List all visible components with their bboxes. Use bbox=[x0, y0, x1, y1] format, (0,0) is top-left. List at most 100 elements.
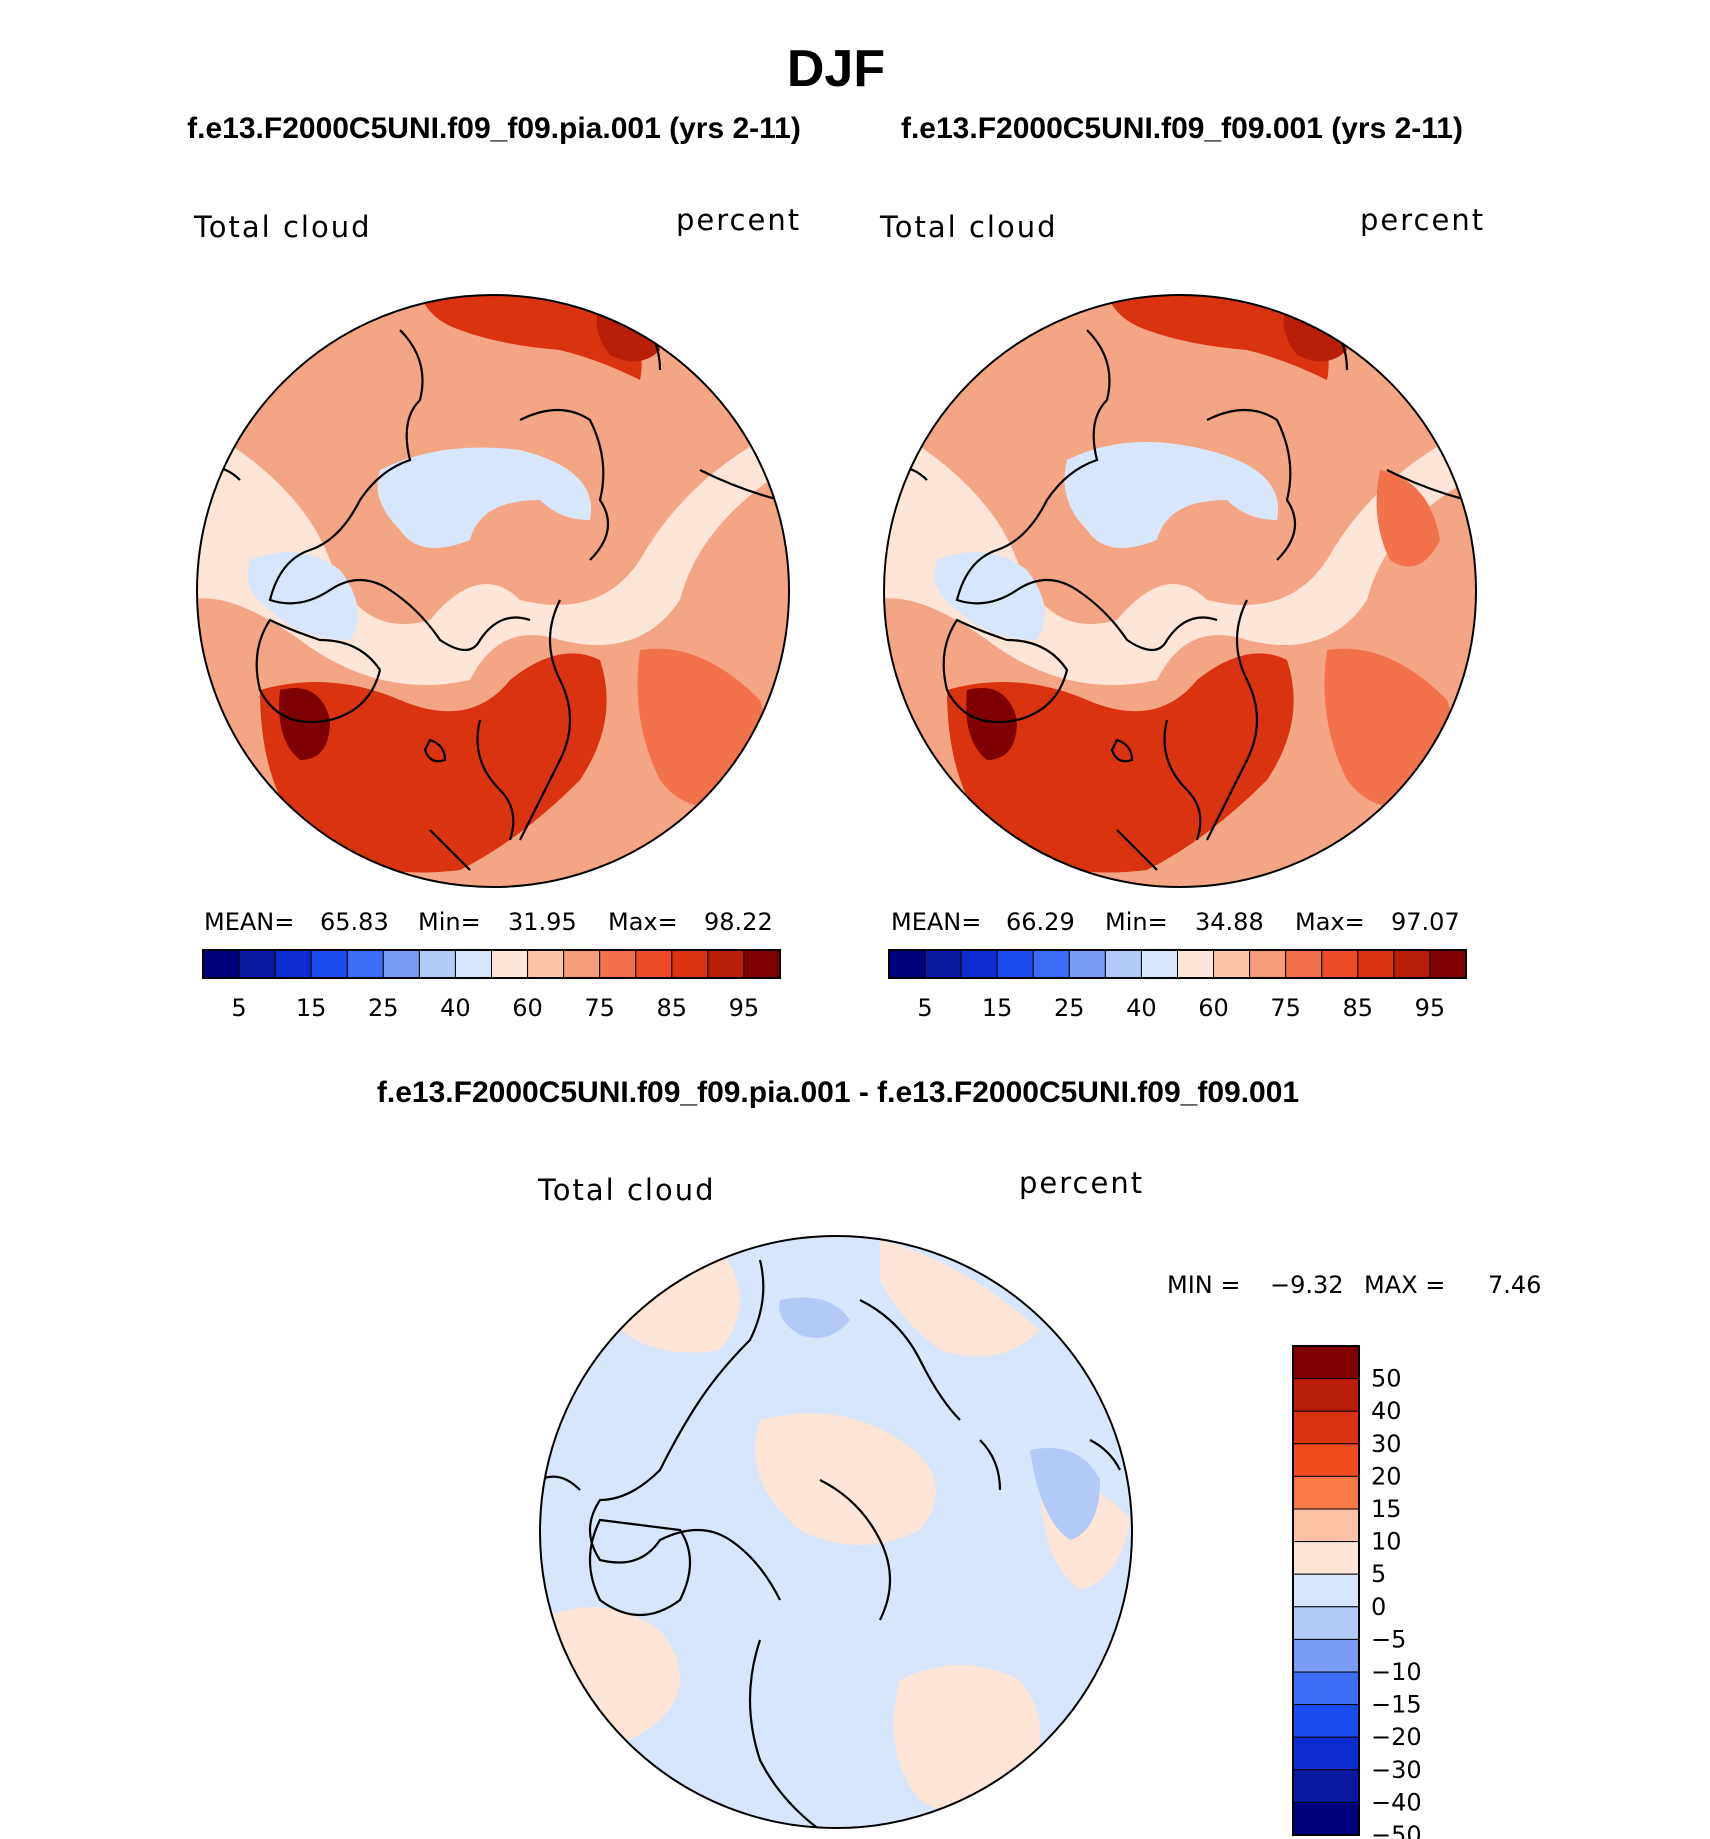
colorbar-b-swatch bbox=[1104, 949, 1142, 979]
panel-b-mean-label: MEAN= bbox=[891, 908, 981, 936]
colorbar-a-swatch bbox=[599, 949, 637, 979]
colorbar-difference-swatch bbox=[1292, 1801, 1360, 1836]
colorbar-difference-tick-label: −15 bbox=[1371, 1691, 1422, 1719]
diff-min-label: MIN = bbox=[1167, 1271, 1240, 1299]
colorbar-a-swatch bbox=[743, 949, 781, 979]
map-c-coast-2 bbox=[540, 1439, 1121, 1617]
colorbar-difference-swatch bbox=[1292, 1410, 1360, 1445]
colorbar-difference-swatch bbox=[1292, 1638, 1360, 1673]
panel-b-variable: Total cloud bbox=[879, 210, 1057, 244]
map-a-outline bbox=[196, 294, 790, 888]
colorbar-b-tick-label: 25 bbox=[1054, 994, 1085, 1022]
colorbar-b-tick-label: 85 bbox=[1343, 994, 1374, 1022]
colorbar-a-tick-label: 40 bbox=[440, 994, 471, 1022]
colorbar-difference-tick-label: −5 bbox=[1371, 1625, 1406, 1653]
colorbar-difference-swatch bbox=[1292, 1704, 1360, 1738]
map-b-region-darkest bbox=[966, 688, 1017, 760]
colorbar-difference-swatch bbox=[1292, 1736, 1360, 1771]
colorbar-b: 5 15 25 40 60 75 85 95 bbox=[888, 949, 1467, 1022]
colorbar-a-swatch bbox=[346, 949, 384, 979]
panel-b-min-value: 34.88 bbox=[1195, 908, 1264, 936]
colorbar-b-tick-label: 95 bbox=[1415, 994, 1446, 1022]
colorbar-b-swatch bbox=[924, 949, 962, 979]
colorbar-a-swatch bbox=[707, 949, 745, 979]
map-b-region-dark-bottom bbox=[947, 653, 1294, 873]
panel-case-b: Total cloud percent MEAN= 66.29 Min= 34.… bbox=[879, 203, 1485, 1022]
colorbar-difference-tick-label: 40 bbox=[1371, 1397, 1402, 1425]
colorbar-b-tick-label: 5 bbox=[917, 994, 932, 1022]
map-b-region-blue2 bbox=[934, 552, 1045, 640]
map-c-region-negative-spot bbox=[1030, 1448, 1100, 1540]
map-a-region-dark-bottom bbox=[260, 653, 607, 873]
colorbar-difference-swatch bbox=[1292, 1475, 1360, 1510]
polar-map-case-a bbox=[197, 295, 789, 887]
map-a-region-blue2 bbox=[247, 552, 358, 640]
colorbar-a-tick-label: 15 bbox=[296, 994, 327, 1022]
colorbar-a-swatch bbox=[274, 949, 312, 979]
colorbar-b-swatch bbox=[1393, 949, 1431, 979]
colorbar-b-tick-label: 60 bbox=[1198, 994, 1229, 1022]
map-b-outline bbox=[883, 294, 1477, 888]
colorbar-difference-tick-label: −10 bbox=[1371, 1658, 1422, 1686]
colorbar-a-swatch bbox=[238, 949, 276, 979]
diff-max-label: MAX = bbox=[1364, 1271, 1445, 1299]
colorbar-difference-tick-label: 50 bbox=[1371, 1365, 1402, 1393]
colorbar-a-swatch bbox=[527, 949, 565, 979]
colorbar-a-tick-label: 25 bbox=[368, 994, 399, 1022]
map-c-outline bbox=[539, 1235, 1133, 1829]
map-c-region-positive-bottom bbox=[893, 1665, 1040, 1813]
colorbar-a-tick-label: 75 bbox=[584, 994, 615, 1022]
colorbar-a-tick-label: 85 bbox=[657, 994, 688, 1022]
colorbar-difference-tick-label: −20 bbox=[1371, 1723, 1422, 1751]
map-b-region-mid-right bbox=[1376, 470, 1440, 567]
colorbar-difference-swatch bbox=[1292, 1443, 1360, 1477]
colorbar-b-swatch bbox=[960, 949, 998, 979]
panel-b-max-value: 97.07 bbox=[1391, 908, 1460, 936]
colorbar-b-swatch bbox=[1140, 949, 1178, 979]
colorbar-b-tick-label: 75 bbox=[1270, 994, 1301, 1022]
map-a-region-blue bbox=[377, 447, 592, 548]
colorbar-b-swatch bbox=[1177, 949, 1215, 979]
colorbar-b-swatch bbox=[1429, 949, 1467, 979]
colorbar-difference-tick-label: 5 bbox=[1371, 1560, 1386, 1588]
colorbar-difference-tick-label: −40 bbox=[1371, 1788, 1422, 1816]
map-a-coast-2 bbox=[255, 618, 515, 871]
colorbar-b-frame bbox=[888, 949, 1467, 979]
colorbar-difference-swatch bbox=[1292, 1671, 1360, 1706]
colorbar-a-swatch bbox=[671, 949, 709, 979]
colorbar-b-swatch bbox=[1321, 949, 1359, 979]
diff-min-value: −9.32 bbox=[1270, 1271, 1344, 1299]
colorbar-difference-frame bbox=[1292, 1345, 1360, 1836]
colorbar-a-swatch bbox=[202, 949, 240, 979]
panel-b-max-label: Max= bbox=[1295, 908, 1365, 936]
case-a-title: f.e13.F2000C5UNI.f09_f09.pia.001 (yrs 2-… bbox=[187, 112, 801, 145]
map-b-region-dark-top bbox=[1107, 295, 1329, 380]
colorbar-difference-swatch bbox=[1292, 1345, 1360, 1380]
colorbar-b-swatch bbox=[1285, 949, 1323, 979]
colorbar-difference-swatch bbox=[1292, 1541, 1360, 1575]
map-a-region-dark-top bbox=[420, 295, 642, 380]
map-c-region-positive-center bbox=[755, 1413, 936, 1545]
colorbar-difference-swatch bbox=[1292, 1573, 1360, 1608]
colorbar-a-tick-label: 95 bbox=[729, 994, 760, 1022]
map-a-coast-1 bbox=[268, 329, 610, 841]
colorbar-difference-swatch bbox=[1292, 1378, 1360, 1412]
colorbar-difference-tick-label: −50 bbox=[1371, 1821, 1422, 1839]
colorbar-a-frame bbox=[202, 949, 781, 979]
colorbar-difference-tick-label: 30 bbox=[1371, 1430, 1402, 1458]
panel-b-min-label: Min= bbox=[1105, 908, 1168, 936]
map-b-coast-1 bbox=[955, 329, 1297, 841]
colorbar-difference-swatch bbox=[1292, 1769, 1360, 1803]
panel-a-min-label: Min= bbox=[418, 908, 481, 936]
colorbar-a: 5 15 25 40 60 75 85 95 bbox=[202, 949, 781, 1022]
colorbar-difference-swatch bbox=[1292, 1508, 1360, 1543]
panel-b-units: percent bbox=[1360, 203, 1485, 237]
colorbar-b-swatch bbox=[888, 949, 926, 979]
diff-stats: MIN = −9.32 MAX = 7.46 bbox=[1167, 1271, 1541, 1299]
map-b-coast-2 bbox=[942, 618, 1202, 871]
colorbar-a-tick-label: 5 bbox=[231, 994, 246, 1022]
colorbar-a-tick-label: 60 bbox=[512, 994, 543, 1022]
panel-a-max-label: Max= bbox=[608, 908, 678, 936]
colorbar-b-swatch bbox=[1213, 949, 1251, 979]
